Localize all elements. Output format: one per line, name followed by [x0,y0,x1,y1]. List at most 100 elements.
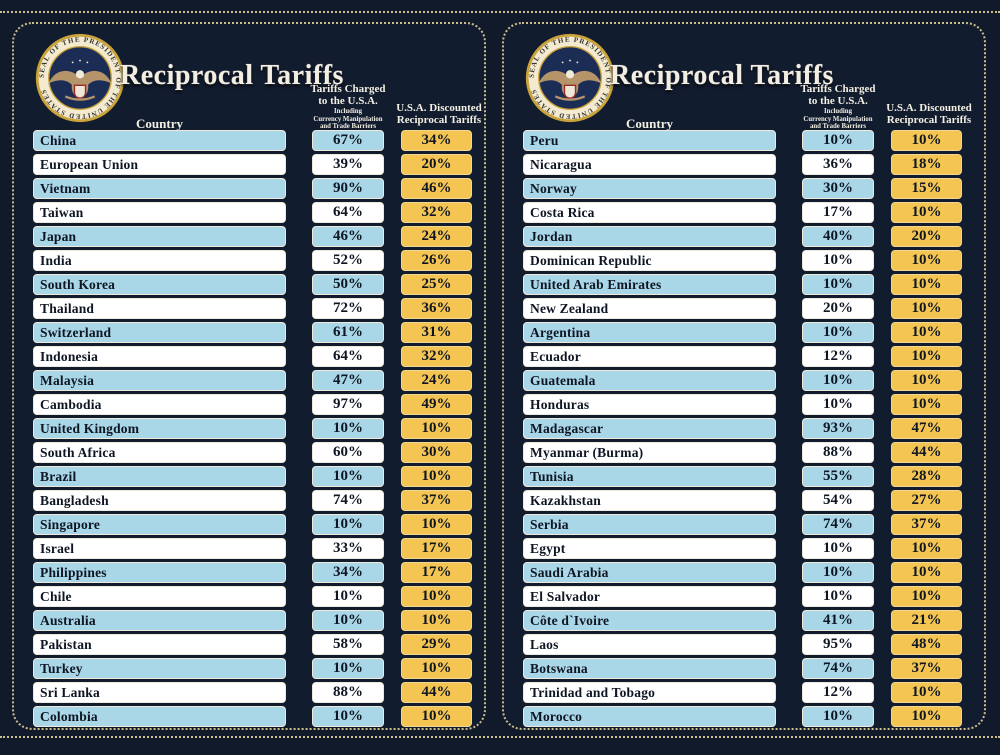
country-cell: Guatemala [523,370,776,391]
discounted-tariff-cell: 10% [891,538,962,559]
tariff-charged-cell: 95% [802,634,874,655]
table-row: Bangladesh 74% 37% [14,490,484,511]
column-header-country: Country [626,116,673,131]
discounted-tariff-cell: 10% [891,586,962,607]
table-row: Thailand 72% 36% [14,298,484,319]
table-row: Chile 10% 10% [14,586,484,607]
country-cell: Singapore [33,514,286,535]
discounted-tariff-cell: 28% [891,466,962,487]
country-cell: El Salvador [523,586,776,607]
table-row: Honduras 10% 10% [504,394,984,415]
tariff-charged-cell: 10% [802,562,874,583]
discounted-tariff-cell: 30% [401,442,472,463]
charged-header-sub2: Currency Manipulation [313,115,383,123]
country-cell: Tunisia [523,466,776,487]
tariff-rows: Peru 10% 10% Nicaragua 36% 18% Norway 30% 15% Cos… [504,130,984,730]
tariff-charged-cell: 10% [312,418,384,439]
table-row: Côte d`Ivoire 41% 21% [504,610,984,631]
tariff-charged-cell: 10% [802,250,874,271]
country-cell: Vietnam [33,178,286,199]
discount-header-line2: Reciprocal Tariffs [886,113,972,126]
discounted-tariff-cell: 47% [891,418,962,439]
country-cell: Israel [33,538,286,559]
tariff-charged-cell: 72% [312,298,384,319]
table-row: Colombia 10% 10% [14,706,484,727]
country-cell: Chile [33,586,286,607]
discounted-tariff-cell: 20% [401,154,472,175]
table-row: Dominican Republic 10% 10% [504,250,984,271]
discounted-tariff-cell: 37% [891,658,962,679]
table-row: Nicaragua 36% 18% [504,154,984,175]
discounted-tariff-cell: 10% [401,658,472,679]
tariff-charged-cell: 93% [802,418,874,439]
tariff-charged-cell: 46% [312,226,384,247]
country-cell: Egypt [523,538,776,559]
table-row: Malaysia 47% 24% [14,370,484,391]
table-row: Serbia 74% 37% [504,514,984,535]
tariff-charged-cell: 40% [802,226,874,247]
discounted-tariff-cell: 10% [401,418,472,439]
table-row: India 52% 26% [14,250,484,271]
discounted-tariff-cell: 10% [401,514,472,535]
table-row: Pakistan 58% 29% [14,634,484,655]
discounted-tariff-cell: 27% [891,490,962,511]
country-cell: China [33,130,286,151]
discounted-tariff-cell: 10% [401,466,472,487]
charged-header-line1: Tariffs Charged [310,83,386,95]
table-row: Norway 30% 15% [504,178,984,199]
discounted-tariff-cell: 32% [401,202,472,223]
tariff-charged-cell: 10% [802,130,874,151]
discounted-tariff-cell: 10% [891,298,962,319]
country-cell: Sri Lanka [33,682,286,703]
country-cell: Indonesia [33,346,286,367]
table-row: Botswana 74% 37% [504,658,984,679]
tariff-panel-left: SEAL OF THE PRESIDENT OF THE UNITED STAT… [12,22,486,730]
country-cell: Turkey [33,658,286,679]
table-row: Vietnam 90% 46% [14,178,484,199]
tariff-charged-cell: 10% [312,586,384,607]
discounted-tariff-cell: 10% [401,586,472,607]
tariff-charged-cell: 64% [312,202,384,223]
table-row: Peru 10% 10% [504,130,984,151]
table-row: Turkey 10% 10% [14,658,484,679]
discounted-tariff-cell: 17% [401,562,472,583]
table-row: Taiwan 64% 32% [14,202,484,223]
discounted-tariff-cell: 44% [401,682,472,703]
discounted-tariff-cell: 32% [401,346,472,367]
discounted-tariff-cell: 24% [401,226,472,247]
country-cell: Laos [523,634,776,655]
country-cell: Switzerland [33,322,286,343]
discounted-tariff-cell: 29% [401,634,472,655]
table-row: Israel 33% 17% [14,538,484,559]
table-row: European Union 39% 20% [14,154,484,175]
tariff-charged-cell: 10% [312,610,384,631]
discounted-tariff-cell: 31% [401,322,472,343]
table-row: China 67% 34% [14,130,484,151]
discounted-tariff-cell: 10% [891,562,962,583]
charged-header-sub3: and Trade Barriers [809,123,866,131]
tariff-charged-cell: 34% [312,562,384,583]
discounted-tariff-cell: 24% [401,370,472,391]
country-cell: Australia [33,610,286,631]
discounted-tariff-cell: 20% [891,226,962,247]
country-cell: South Korea [33,274,286,295]
table-row: Jordan 40% 20% [504,226,984,247]
charged-header-sub3: and Trade Barriers [319,123,376,131]
charged-header-sub1: Including [334,107,362,115]
table-row: Sri Lanka 88% 44% [14,682,484,703]
table-row: South Africa 60% 30% [14,442,484,463]
charged-header-sub2: Currency Manipulation [803,115,873,123]
table-row: Brazil 10% 10% [14,466,484,487]
charged-header-line1: Tariffs Charged [800,83,876,95]
tariff-charged-cell: 10% [312,658,384,679]
column-header-tariffs-charged: Tariffs Charged to the U.S.A. Including … [300,83,396,131]
tariff-charged-cell: 10% [802,274,874,295]
tariff-charged-cell: 20% [802,298,874,319]
table-row: Japan 46% 24% [14,226,484,247]
tariff-charged-cell: 47% [312,370,384,391]
tariff-charged-cell: 39% [312,154,384,175]
tariff-charged-cell: 52% [312,250,384,271]
tariff-charged-cell: 30% [802,178,874,199]
presidential-seal-icon: SEAL OF THE PRESIDENT OF THE UNITED STAT… [35,33,125,123]
table-row: New Zealand 20% 10% [504,298,984,319]
